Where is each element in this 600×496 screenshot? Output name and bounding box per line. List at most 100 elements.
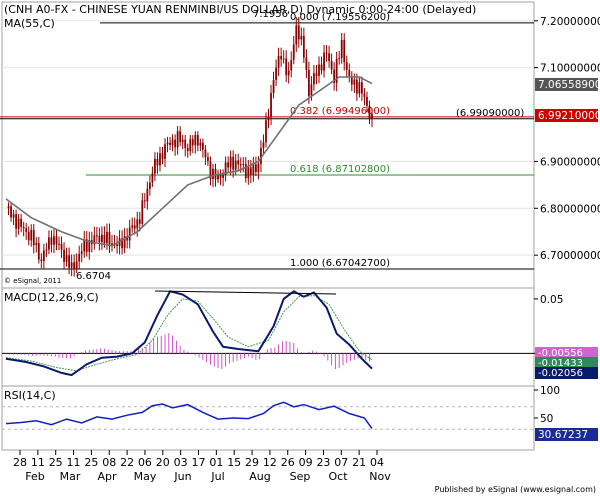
fib-level-label: 0.000 (7.19556200) bbox=[290, 12, 390, 23]
x-tick-label: 22 bbox=[120, 456, 134, 469]
candle-body bbox=[95, 235, 98, 237]
candle-body bbox=[353, 79, 356, 85]
candle-body bbox=[88, 240, 91, 252]
candle-body bbox=[40, 259, 43, 262]
x-tick-label: 03 bbox=[174, 456, 188, 469]
candle-body bbox=[244, 164, 247, 179]
fib-level-label: 1.000 (6.67042700) bbox=[290, 258, 390, 269]
x-tick-label: 04 bbox=[370, 456, 384, 469]
support-line-label: (6.99090000) bbox=[456, 108, 524, 119]
price-tick-label: 6.80000000 bbox=[540, 203, 600, 215]
x-tick-label: 09 bbox=[299, 456, 313, 469]
candle-body bbox=[70, 262, 73, 268]
x-month-label: Oct bbox=[328, 470, 348, 483]
x-tick-label: 08 bbox=[102, 456, 116, 469]
candle-body bbox=[151, 173, 154, 183]
fib-level-label: 0.382 (6.99496000) bbox=[290, 106, 390, 117]
candle-body bbox=[315, 73, 318, 76]
candle-body bbox=[60, 243, 63, 250]
x-month-label: Nov bbox=[369, 470, 391, 483]
candle-body bbox=[343, 39, 346, 63]
candle-body bbox=[68, 255, 71, 268]
candle-body bbox=[166, 142, 169, 145]
candle-body bbox=[222, 175, 224, 178]
candle-body bbox=[73, 262, 76, 270]
candle-body bbox=[179, 131, 182, 143]
macd-value-tags: -0.00556 -0.01433 -0.02056 bbox=[535, 347, 598, 379]
x-tick-label: 28 bbox=[13, 456, 27, 469]
candle-body bbox=[262, 142, 265, 149]
x-month-label: Jul bbox=[210, 470, 224, 483]
price-tick-label: 6.90000000 bbox=[540, 156, 600, 168]
candle-body bbox=[146, 188, 149, 202]
x-tick-label: 06 bbox=[138, 456, 152, 469]
candle-body bbox=[355, 79, 358, 94]
candle-body bbox=[48, 237, 50, 250]
candle-body bbox=[338, 58, 341, 60]
candle-body bbox=[55, 236, 58, 245]
candle-body bbox=[260, 148, 262, 164]
candle-body bbox=[280, 56, 283, 60]
rsi-y-axis: 100 50 bbox=[534, 385, 560, 425]
candle-body bbox=[22, 226, 25, 229]
watermark: © eSignal, 2011 bbox=[4, 277, 61, 285]
candle-body bbox=[363, 93, 366, 97]
candle-body bbox=[128, 227, 131, 241]
candle-body bbox=[358, 82, 361, 94]
candle-body bbox=[297, 25, 300, 40]
candle-body bbox=[108, 231, 111, 245]
x-tick-label: 21 bbox=[352, 456, 366, 469]
candle-body bbox=[186, 147, 189, 152]
candle-body bbox=[335, 58, 338, 83]
x-tick-label: 26 bbox=[281, 456, 295, 469]
candle-body bbox=[154, 158, 156, 174]
x-month-label: May bbox=[134, 470, 157, 483]
candle-body bbox=[103, 234, 106, 244]
candle-body bbox=[45, 249, 48, 251]
candle-body bbox=[285, 58, 288, 76]
candle-body bbox=[209, 161, 212, 179]
candle-body bbox=[25, 228, 28, 232]
macd-value-3: -0.02056 bbox=[538, 368, 583, 379]
candle-body bbox=[169, 142, 171, 146]
candle-body bbox=[65, 255, 68, 262]
candle-body bbox=[161, 153, 164, 159]
candle-body bbox=[164, 144, 166, 159]
candle-body bbox=[93, 235, 96, 245]
candle-body bbox=[234, 160, 237, 170]
price-tick-label: 6.70000000 bbox=[540, 250, 600, 262]
candle-body bbox=[313, 73, 315, 85]
candle-body bbox=[101, 234, 103, 243]
candle-body bbox=[141, 200, 144, 224]
x-tick-label: 25 bbox=[84, 456, 98, 469]
candle-body bbox=[368, 105, 371, 120]
candle-body bbox=[116, 244, 118, 247]
macd-value-2: -0.01433 bbox=[538, 358, 583, 369]
x-tick-label: 11 bbox=[67, 456, 81, 469]
candle-body bbox=[136, 219, 139, 229]
macd-line bbox=[5, 290, 373, 377]
candle-body bbox=[320, 64, 323, 71]
candle-body bbox=[328, 53, 330, 61]
low-annotation: 6.6704 bbox=[76, 271, 111, 282]
candle-body bbox=[361, 82, 363, 94]
candle-body bbox=[156, 158, 159, 166]
price-y-axis: 6.70000000 6.80000000 6.90000000 7.10000000… bbox=[534, 16, 600, 262]
candle-body bbox=[171, 139, 174, 146]
macd-tag-2 bbox=[535, 357, 598, 369]
candle-body bbox=[159, 153, 161, 166]
candle-body bbox=[138, 219, 141, 224]
rsi-title: RSI(14,C) bbox=[4, 389, 56, 402]
candle-body bbox=[252, 164, 255, 175]
candle-body bbox=[189, 139, 192, 152]
candle-body bbox=[282, 58, 285, 60]
macd-value-1: -0.00556 bbox=[538, 348, 583, 359]
x-axis: 28 11 25 11 25 08 22 06 20 03 17 01 15 29 12 26 09 23 07 21… bbox=[2, 449, 534, 483]
candle-body bbox=[194, 135, 197, 146]
candle-body bbox=[318, 64, 320, 76]
price-tick-label: 7.10000000 bbox=[540, 63, 600, 75]
ma-value-tag bbox=[535, 78, 598, 91]
footer-credit: Published by eSignal (www.esignal.com) bbox=[435, 485, 596, 494]
high-annotation: 7.1956 bbox=[253, 9, 288, 20]
